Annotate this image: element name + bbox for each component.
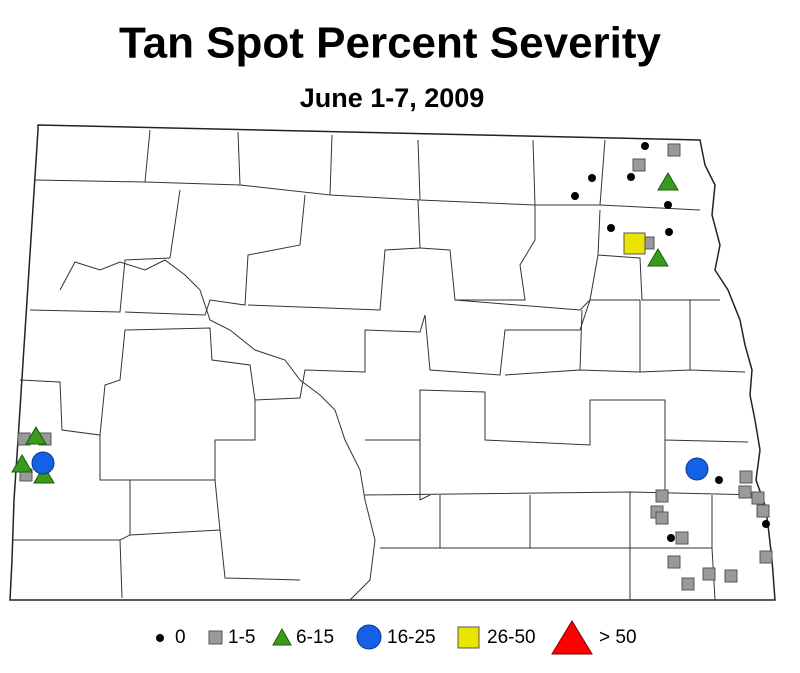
obs-dot bbox=[641, 142, 649, 150]
obs-dot bbox=[664, 201, 672, 209]
obs-square bbox=[675, 531, 689, 545]
observations bbox=[11, 142, 773, 591]
obs-dot bbox=[762, 520, 770, 528]
obs-square bbox=[702, 567, 716, 581]
obs-square bbox=[751, 491, 765, 505]
obs-square bbox=[756, 504, 770, 518]
legend-label: 0 bbox=[175, 627, 186, 648]
obs-circle bbox=[685, 457, 709, 481]
state-outline bbox=[9, 124, 776, 601]
obs-square bbox=[655, 489, 669, 503]
obs-dot bbox=[667, 534, 675, 542]
legend-label: > 50 bbox=[599, 627, 637, 648]
obs-square bbox=[632, 158, 646, 172]
obs-square bbox=[655, 511, 669, 525]
obs-square bbox=[667, 555, 681, 569]
obs-square bbox=[667, 143, 681, 157]
obs-triangle bbox=[11, 454, 33, 473]
legend-symbol bbox=[356, 624, 382, 650]
obs-square bbox=[738, 485, 752, 499]
legend-label: 26-50 bbox=[487, 627, 536, 648]
legend-label: 16-25 bbox=[387, 627, 436, 648]
obs-square bbox=[759, 550, 773, 564]
obs-square bbox=[724, 569, 738, 583]
title: Tan Spot Percent Severity bbox=[119, 19, 662, 68]
legend-symbol bbox=[457, 626, 480, 649]
obs-triangle bbox=[657, 172, 679, 191]
obs-triangle bbox=[33, 465, 55, 484]
legend-label: 6-15 bbox=[296, 627, 334, 648]
obs-circle bbox=[31, 451, 55, 475]
legend-symbol bbox=[272, 627, 292, 646]
obs-dot bbox=[715, 476, 723, 484]
state-map bbox=[9, 124, 776, 601]
legend-label: 1-5 bbox=[228, 627, 255, 648]
obs-triangle bbox=[25, 426, 47, 445]
obs-dot bbox=[627, 173, 635, 181]
obs-dot bbox=[571, 192, 579, 200]
obs-square bbox=[681, 577, 695, 591]
legend: 0 1-5 6-15 16-25 26-50 > 50 bbox=[156, 620, 637, 655]
obs-triangle bbox=[647, 248, 669, 267]
subtitle: June 1-7, 2009 bbox=[300, 83, 485, 113]
obs-dot bbox=[588, 174, 596, 182]
obs-dot bbox=[607, 224, 615, 232]
obs-square bbox=[739, 470, 753, 484]
obs-yellow-square bbox=[623, 232, 646, 255]
obs-dot bbox=[665, 228, 673, 236]
legend-symbol bbox=[551, 620, 593, 655]
legend-symbol bbox=[156, 634, 164, 642]
county-lines bbox=[12, 129, 761, 601]
legend-symbol bbox=[208, 630, 223, 645]
